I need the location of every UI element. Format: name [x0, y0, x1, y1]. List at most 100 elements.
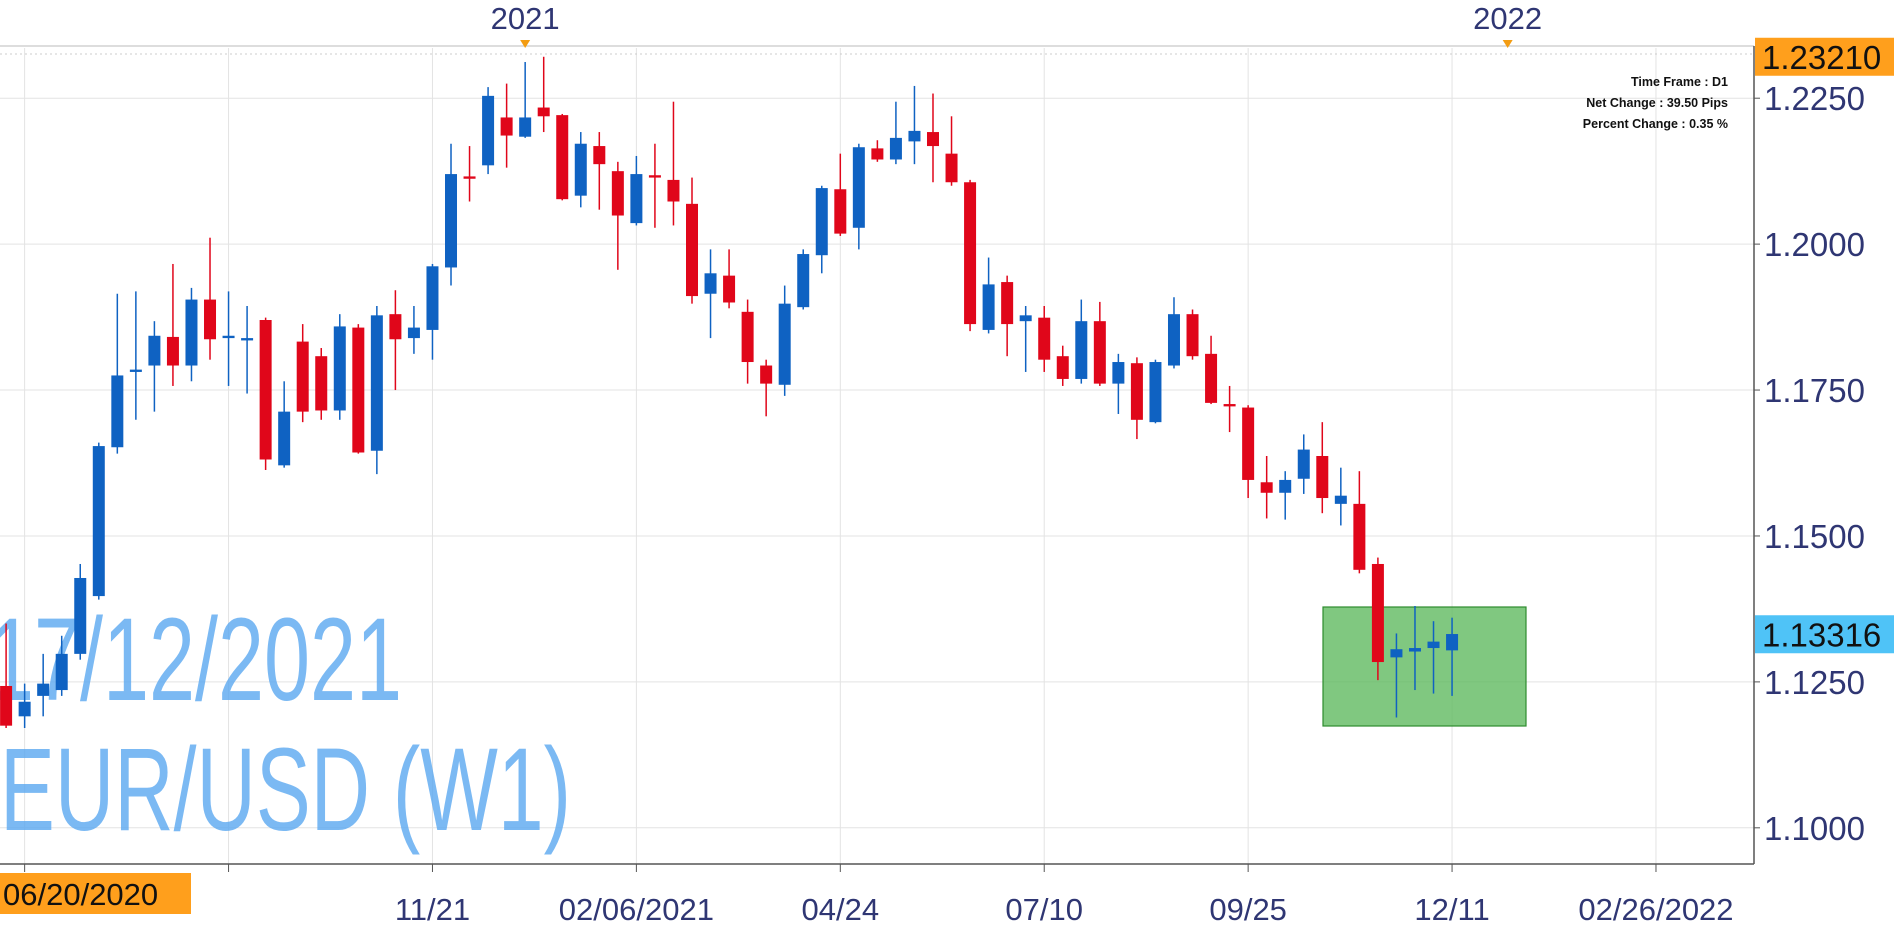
candle-body — [741, 311, 754, 363]
candle-body — [333, 326, 346, 411]
candle-body — [389, 314, 402, 340]
candle-body — [1130, 363, 1143, 420]
candle-body — [797, 254, 810, 308]
info-text: Net Change : 39.50 Pips — [1586, 96, 1728, 110]
candle-body — [1223, 404, 1236, 407]
candle-body — [686, 203, 699, 297]
candle-body — [778, 303, 791, 385]
candle-body — [296, 341, 309, 412]
year-label: 2021 — [491, 1, 560, 36]
info-box: Time Frame : D1 Net Change : 39.50 Pips Pe… — [1583, 75, 1728, 131]
candle-body — [760, 365, 773, 384]
candle-body — [723, 275, 736, 303]
price-label-box — [1755, 37, 1894, 76]
candle-body — [1427, 641, 1440, 649]
year-label: 2022 — [1473, 1, 1542, 36]
candle-body — [92, 446, 105, 597]
candle-body — [1093, 321, 1106, 384]
highlight-box — [1322, 606, 1527, 727]
candle-body — [815, 188, 828, 256]
candle-body — [259, 320, 272, 460]
candle-body — [166, 336, 179, 366]
x-tick-label: 02/06/2021 — [559, 892, 714, 927]
candle-body — [1390, 649, 1403, 658]
candle-body — [352, 327, 365, 453]
candle-body — [1186, 314, 1199, 357]
candle-body — [574, 143, 587, 196]
candle-body — [222, 335, 235, 339]
candle-body — [1316, 456, 1329, 499]
candle-body — [1038, 317, 1051, 360]
price-label: 1.23210 — [1762, 39, 1881, 76]
year-marker — [1502, 40, 1513, 48]
candle-body — [111, 375, 124, 448]
candle-body — [1001, 282, 1014, 325]
candle-body — [129, 369, 142, 372]
candle-body — [1446, 634, 1459, 651]
price-label: 1.13316 — [1762, 616, 1881, 653]
candle-body — [37, 683, 50, 696]
candle-body — [871, 148, 884, 160]
x-tick-label: 04/24 — [802, 892, 880, 927]
candle-body — [982, 284, 995, 330]
candle-body — [667, 179, 680, 202]
candle-body — [148, 335, 161, 366]
candle-body — [370, 315, 383, 451]
candle-body — [482, 95, 495, 166]
candle-body — [407, 327, 420, 339]
y-tick-label: 1.1250 — [1764, 664, 1865, 701]
candle-body — [0, 685, 13, 726]
candle-body — [278, 411, 291, 466]
candle-body — [1019, 315, 1032, 322]
candle-body — [185, 299, 198, 366]
candle-body — [315, 356, 328, 411]
candle-body — [834, 189, 847, 234]
candle-body — [945, 153, 958, 183]
candle-body — [1297, 449, 1310, 479]
candle-body — [704, 273, 717, 294]
candle-body — [1334, 495, 1347, 504]
candle-body — [426, 266, 439, 330]
y-tick-label: 1.1000 — [1764, 810, 1865, 847]
candle-body — [74, 577, 87, 654]
x-tick-label: 07/10 — [1005, 892, 1083, 927]
candles — [0, 56, 1459, 728]
current-date-box — [0, 873, 191, 914]
x-tick-label: 11/21 — [395, 892, 470, 927]
candle-body — [1408, 648, 1421, 652]
candle-body — [648, 175, 661, 178]
candle-body — [1112, 362, 1125, 384]
candle-body — [611, 171, 624, 216]
candle-body — [593, 146, 606, 165]
candle-body — [1353, 503, 1366, 570]
candle-body — [500, 117, 513, 136]
watermark-text: EUR/USD (W1) — [0, 724, 571, 856]
info-text: Time Frame : D1 — [1631, 75, 1728, 89]
candle-body — [630, 174, 643, 224]
candle-body — [18, 701, 31, 717]
x-tick-label: 02/26/2022 — [1578, 892, 1733, 927]
info-text: Percent Change : 0.35 % — [1583, 117, 1728, 131]
candle-body — [241, 338, 254, 341]
y-tick-label: 1.1750 — [1764, 372, 1865, 409]
candle-body — [1149, 362, 1162, 423]
y-tick-label: 1.1500 — [1764, 518, 1865, 555]
candle-body — [1205, 353, 1218, 403]
candle-body — [889, 137, 902, 160]
candle-body — [556, 115, 569, 200]
candle-body — [908, 130, 921, 142]
candle-body — [537, 107, 550, 117]
x-tick-label: 09/25 — [1209, 892, 1287, 927]
candle-body — [445, 174, 458, 268]
candle-body — [1242, 407, 1255, 480]
candle-body — [519, 117, 532, 137]
candle-body — [463, 176, 476, 179]
price-label-box — [1755, 615, 1894, 654]
candle-body — [204, 299, 217, 340]
y-tick-label: 1.2250 — [1764, 80, 1865, 117]
candle-body — [852, 147, 865, 228]
candle-body — [1075, 321, 1088, 379]
